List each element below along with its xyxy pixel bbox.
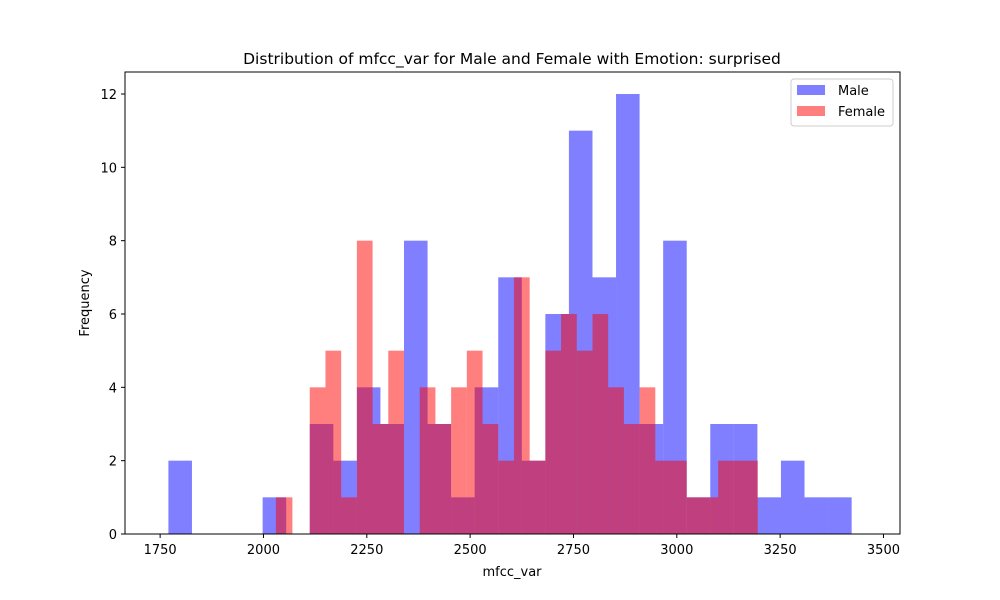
male-bar	[168, 460, 192, 534]
female-bar	[325, 350, 342, 534]
legend: Male Female	[790, 78, 894, 127]
y-tick-label: 8	[109, 235, 117, 250]
female-bar	[608, 387, 624, 534]
chart-title: Distribution of mfcc_var for Male and Fe…	[243, 50, 781, 69]
legend-swatch-female	[797, 106, 825, 116]
female-bar	[561, 314, 577, 534]
female-bar	[309, 387, 326, 534]
female-bar	[435, 424, 452, 534]
female-bar	[275, 497, 285, 534]
female-bar	[419, 387, 436, 534]
female-bar	[388, 350, 404, 534]
male-bar	[780, 460, 805, 534]
y-axis-label: Frequency	[78, 269, 93, 336]
x-axis-ticks: 1750 2000 2250 2500 2750 3000 3250 3500	[144, 534, 900, 558]
female-bar	[466, 350, 483, 534]
x-tick-label: 3500	[867, 543, 900, 558]
female-bar	[749, 460, 758, 534]
x-axis-label: mfcc_var	[482, 565, 542, 580]
y-tick-label: 10	[100, 161, 117, 176]
female-bar	[482, 424, 499, 534]
y-tick-label: 0	[109, 528, 117, 543]
y-tick-label: 4	[109, 381, 117, 396]
legend-label-male: Male	[838, 84, 869, 99]
plot-frame	[124, 71, 901, 535]
x-tick-label: 1750	[144, 543, 177, 558]
x-tick-label: 2000	[247, 543, 280, 558]
female-bar	[284, 497, 293, 534]
x-tick-label: 2750	[557, 543, 590, 558]
male-bar	[804, 497, 829, 534]
female-bar	[529, 460, 546, 534]
y-tick-label: 12	[100, 88, 117, 103]
female-bar	[372, 424, 389, 534]
legend-swatch-male	[797, 85, 825, 95]
female-bar	[702, 497, 719, 534]
female-bar	[576, 350, 593, 534]
female-bar	[451, 387, 467, 534]
x-tick-label: 2250	[350, 543, 383, 558]
female-bar	[639, 387, 656, 534]
female-bars	[275, 240, 758, 534]
x-tick-label: 2500	[454, 543, 487, 558]
female-bar	[686, 497, 703, 534]
y-axis-ticks: 0 2 4 6 8 10 12	[100, 88, 125, 543]
y-tick-label: 6	[109, 308, 117, 323]
y-tick-label: 2	[109, 455, 117, 470]
male-bar	[757, 497, 781, 534]
legend-label-female: Female	[838, 105, 885, 120]
female-bar	[513, 277, 530, 534]
x-tick-label: 3000	[660, 543, 693, 558]
female-bar	[718, 460, 734, 534]
female-bar	[623, 424, 640, 534]
female-bar	[733, 460, 750, 534]
female-bar	[341, 497, 357, 534]
female-bar	[356, 240, 373, 534]
x-tick-label: 3250	[764, 543, 797, 558]
female-bar	[545, 350, 562, 534]
female-bar	[592, 314, 609, 534]
female-bar	[498, 460, 514, 534]
female-bar	[655, 460, 672, 534]
female-bar	[671, 460, 687, 534]
male-bar	[828, 497, 852, 534]
